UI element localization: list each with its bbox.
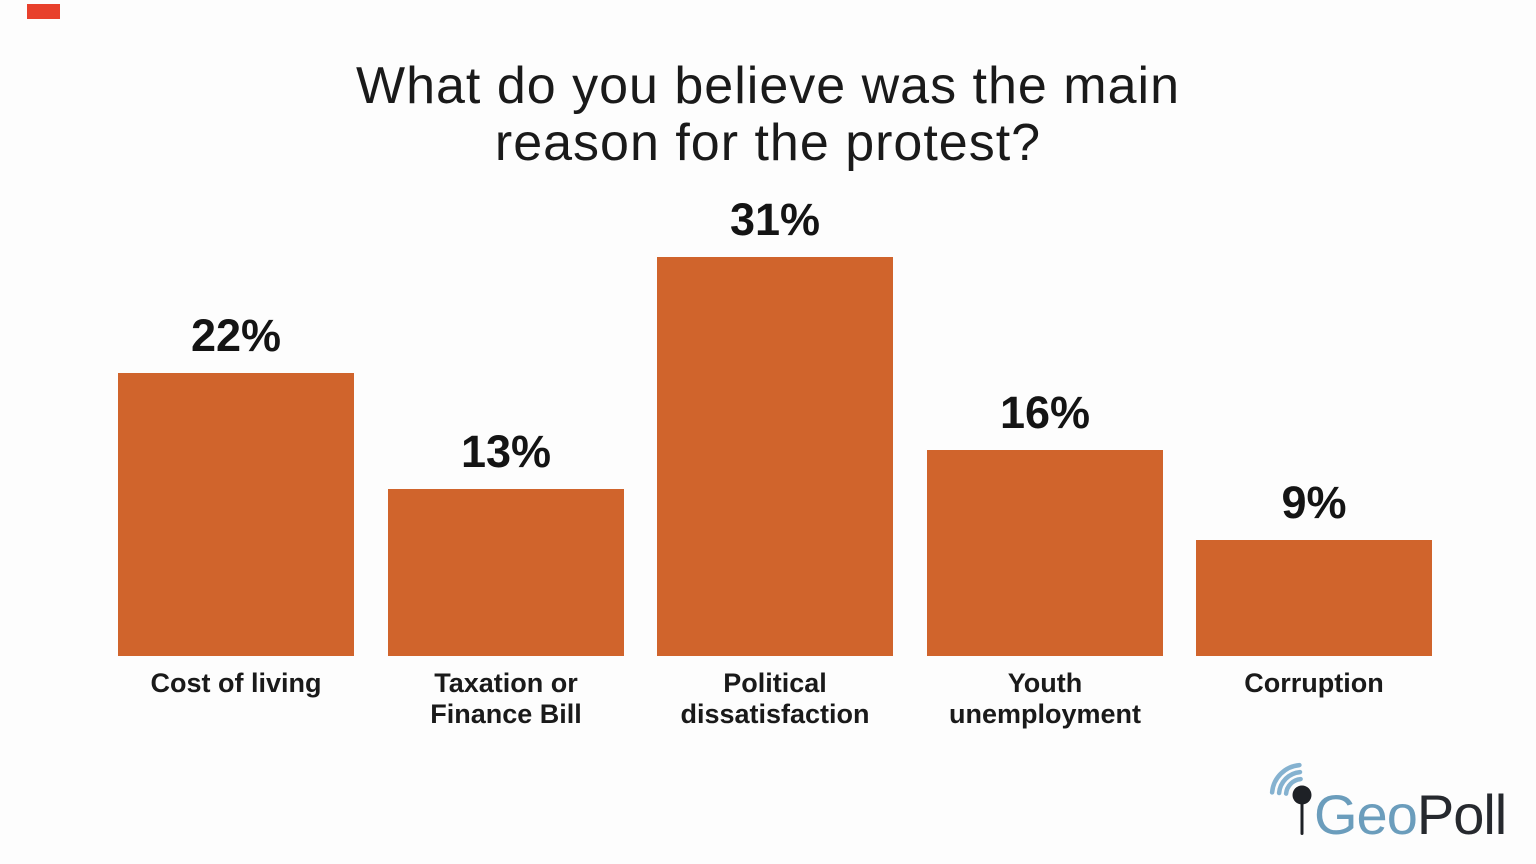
bar-corruption — [1196, 540, 1432, 656]
bar-value-label: 9% — [1281, 477, 1347, 528]
bar-group: 22% Cost of living — [118, 0, 354, 864]
geopoll-logo: GeoPoll — [1262, 762, 1522, 862]
bar-category-label: Youth unemployment — [948, 668, 1142, 729]
bar-category-label: Political dissatisfaction — [680, 668, 870, 729]
chart-title-line2: reason for the protest? — [494, 114, 1042, 172]
corner-accent-mark — [27, 4, 60, 19]
bar-cost-of-living — [118, 373, 354, 656]
bar-group: 31% Political dissatisfaction — [657, 0, 893, 864]
bar-category-label: Taxation or Finance Bill — [430, 668, 582, 729]
bar-category-label: Cost of living — [150, 668, 322, 698]
logo-text-poll: Poll — [1417, 783, 1506, 846]
logo-text-geo: Geo — [1314, 783, 1417, 846]
bar-value-label: 13% — [460, 426, 552, 477]
logo-wordmark: GeoPoll — [1314, 783, 1506, 846]
map-pin-icon — [1292, 785, 1312, 835]
bar-taxation-or-finance-bill — [388, 489, 624, 656]
bar-group: 13% Taxation or Finance Bill — [388, 0, 624, 864]
bar-political-dissatisfaction — [657, 257, 893, 656]
bar-category-label: Corruption — [1244, 668, 1384, 698]
chart-title-line1: What do you believe was the main — [356, 57, 1180, 115]
signal-arcs-icon — [1269, 762, 1303, 796]
chart-title: What do you believe was the main reason … — [0, 58, 1536, 172]
bar-youth-unemployment — [927, 450, 1163, 656]
bar-value-label: 22% — [190, 310, 282, 361]
bar-group: 9% Corruption — [1196, 0, 1432, 864]
bar-value-label: 31% — [729, 194, 821, 245]
bar-value-label: 16% — [999, 387, 1091, 438]
bar-group: 16% Youth unemployment — [927, 0, 1163, 864]
